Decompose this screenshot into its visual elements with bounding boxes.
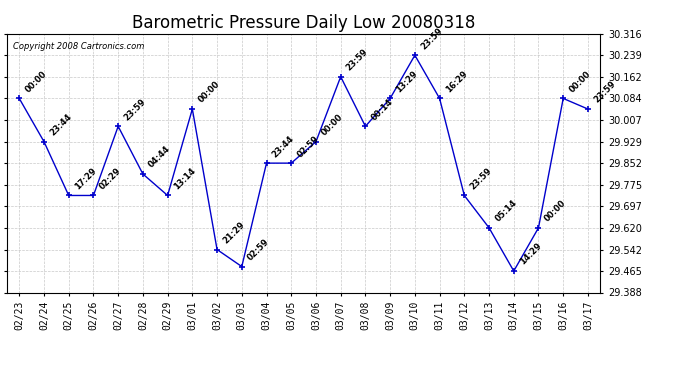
Text: Copyright 2008 Cartronics.com: Copyright 2008 Cartronics.com (13, 42, 144, 51)
Text: 00:00: 00:00 (320, 112, 345, 138)
Text: 00:00: 00:00 (542, 199, 568, 223)
Text: 16:29: 16:29 (444, 69, 469, 94)
Text: 02:59: 02:59 (295, 134, 321, 159)
Text: 02:29: 02:29 (97, 166, 123, 191)
Text: 23:59: 23:59 (592, 80, 618, 105)
Text: 21:29: 21:29 (221, 220, 246, 245)
Text: 13:29: 13:29 (394, 69, 420, 94)
Text: 04:44: 04:44 (147, 144, 172, 170)
Text: 23:44: 23:44 (270, 134, 296, 159)
Text: 00:00: 00:00 (567, 69, 593, 94)
Text: 14:29: 14:29 (518, 242, 543, 267)
Text: 23:59: 23:59 (345, 47, 370, 72)
Text: 02:59: 02:59 (246, 237, 271, 262)
Text: 23:59: 23:59 (469, 166, 493, 191)
Text: 23:59: 23:59 (419, 26, 444, 51)
Title: Barometric Pressure Daily Low 20080318: Barometric Pressure Daily Low 20080318 (132, 14, 475, 32)
Text: 23:44: 23:44 (48, 112, 73, 138)
Text: 00:00: 00:00 (23, 69, 48, 94)
Text: 00:00: 00:00 (197, 80, 221, 105)
Text: 23:59: 23:59 (122, 97, 148, 122)
Text: 17:29: 17:29 (73, 166, 98, 191)
Text: 00:14: 00:14 (370, 97, 395, 122)
Text: 13:14: 13:14 (172, 166, 197, 191)
Text: 05:14: 05:14 (493, 198, 518, 223)
